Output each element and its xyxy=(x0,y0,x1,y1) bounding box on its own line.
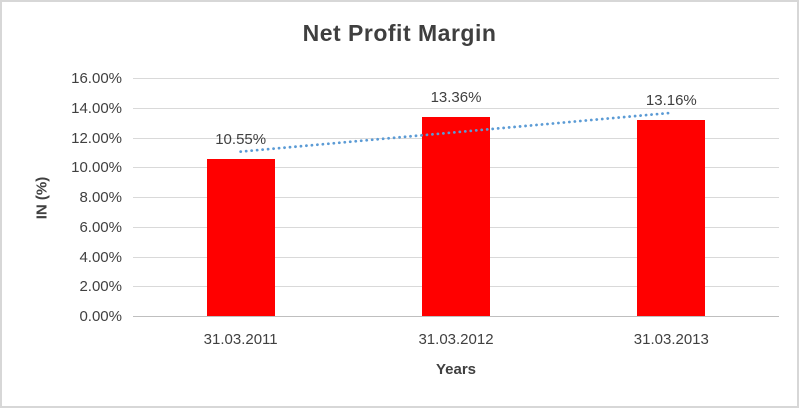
y-tick-label: 12.00% xyxy=(71,129,122,147)
gridline xyxy=(133,107,779,109)
x-axis-title: Years xyxy=(435,361,477,378)
y-tick-label: 8.00% xyxy=(79,189,122,206)
y-tick-label: 0.00% xyxy=(79,308,122,325)
y-tick-label: 6.00% xyxy=(79,218,122,236)
chart-title: Net Profit Margin xyxy=(302,20,497,46)
trendline xyxy=(239,111,673,154)
bar-data-label: 13.16% xyxy=(645,92,697,110)
x-tick-label: 31.03.2013 xyxy=(633,331,709,348)
bar-31.03.2013 xyxy=(637,120,706,316)
bar-data-label: 10.55% xyxy=(215,131,267,149)
x-tick-label: 31.03.2012 xyxy=(418,331,494,348)
x-axis-line xyxy=(133,316,779,317)
x-tick-label: 31.03.2011 xyxy=(203,331,278,348)
y-tick-label: 4.00% xyxy=(79,248,122,266)
bar-31.03.2011 xyxy=(206,159,275,316)
plot-area: 10.55% 13.36% 13.16% xyxy=(133,78,779,317)
gridline xyxy=(133,78,779,79)
y-tick-label: 14.00% xyxy=(71,99,122,117)
y-tick-label: 10.00% xyxy=(71,159,122,177)
y-axis-tick-labels: 0.00% 2.00% 4.00% 6.00% 8.00% 10.00% 12.00% 14.… xyxy=(2,2,122,406)
bar-data-label: 13.36% xyxy=(430,89,482,107)
y-tick-label: 16.00% xyxy=(71,70,122,87)
y-tick-label: 2.00% xyxy=(79,278,122,296)
trendline-path xyxy=(239,111,673,154)
bar-31.03.2012 xyxy=(422,117,490,316)
